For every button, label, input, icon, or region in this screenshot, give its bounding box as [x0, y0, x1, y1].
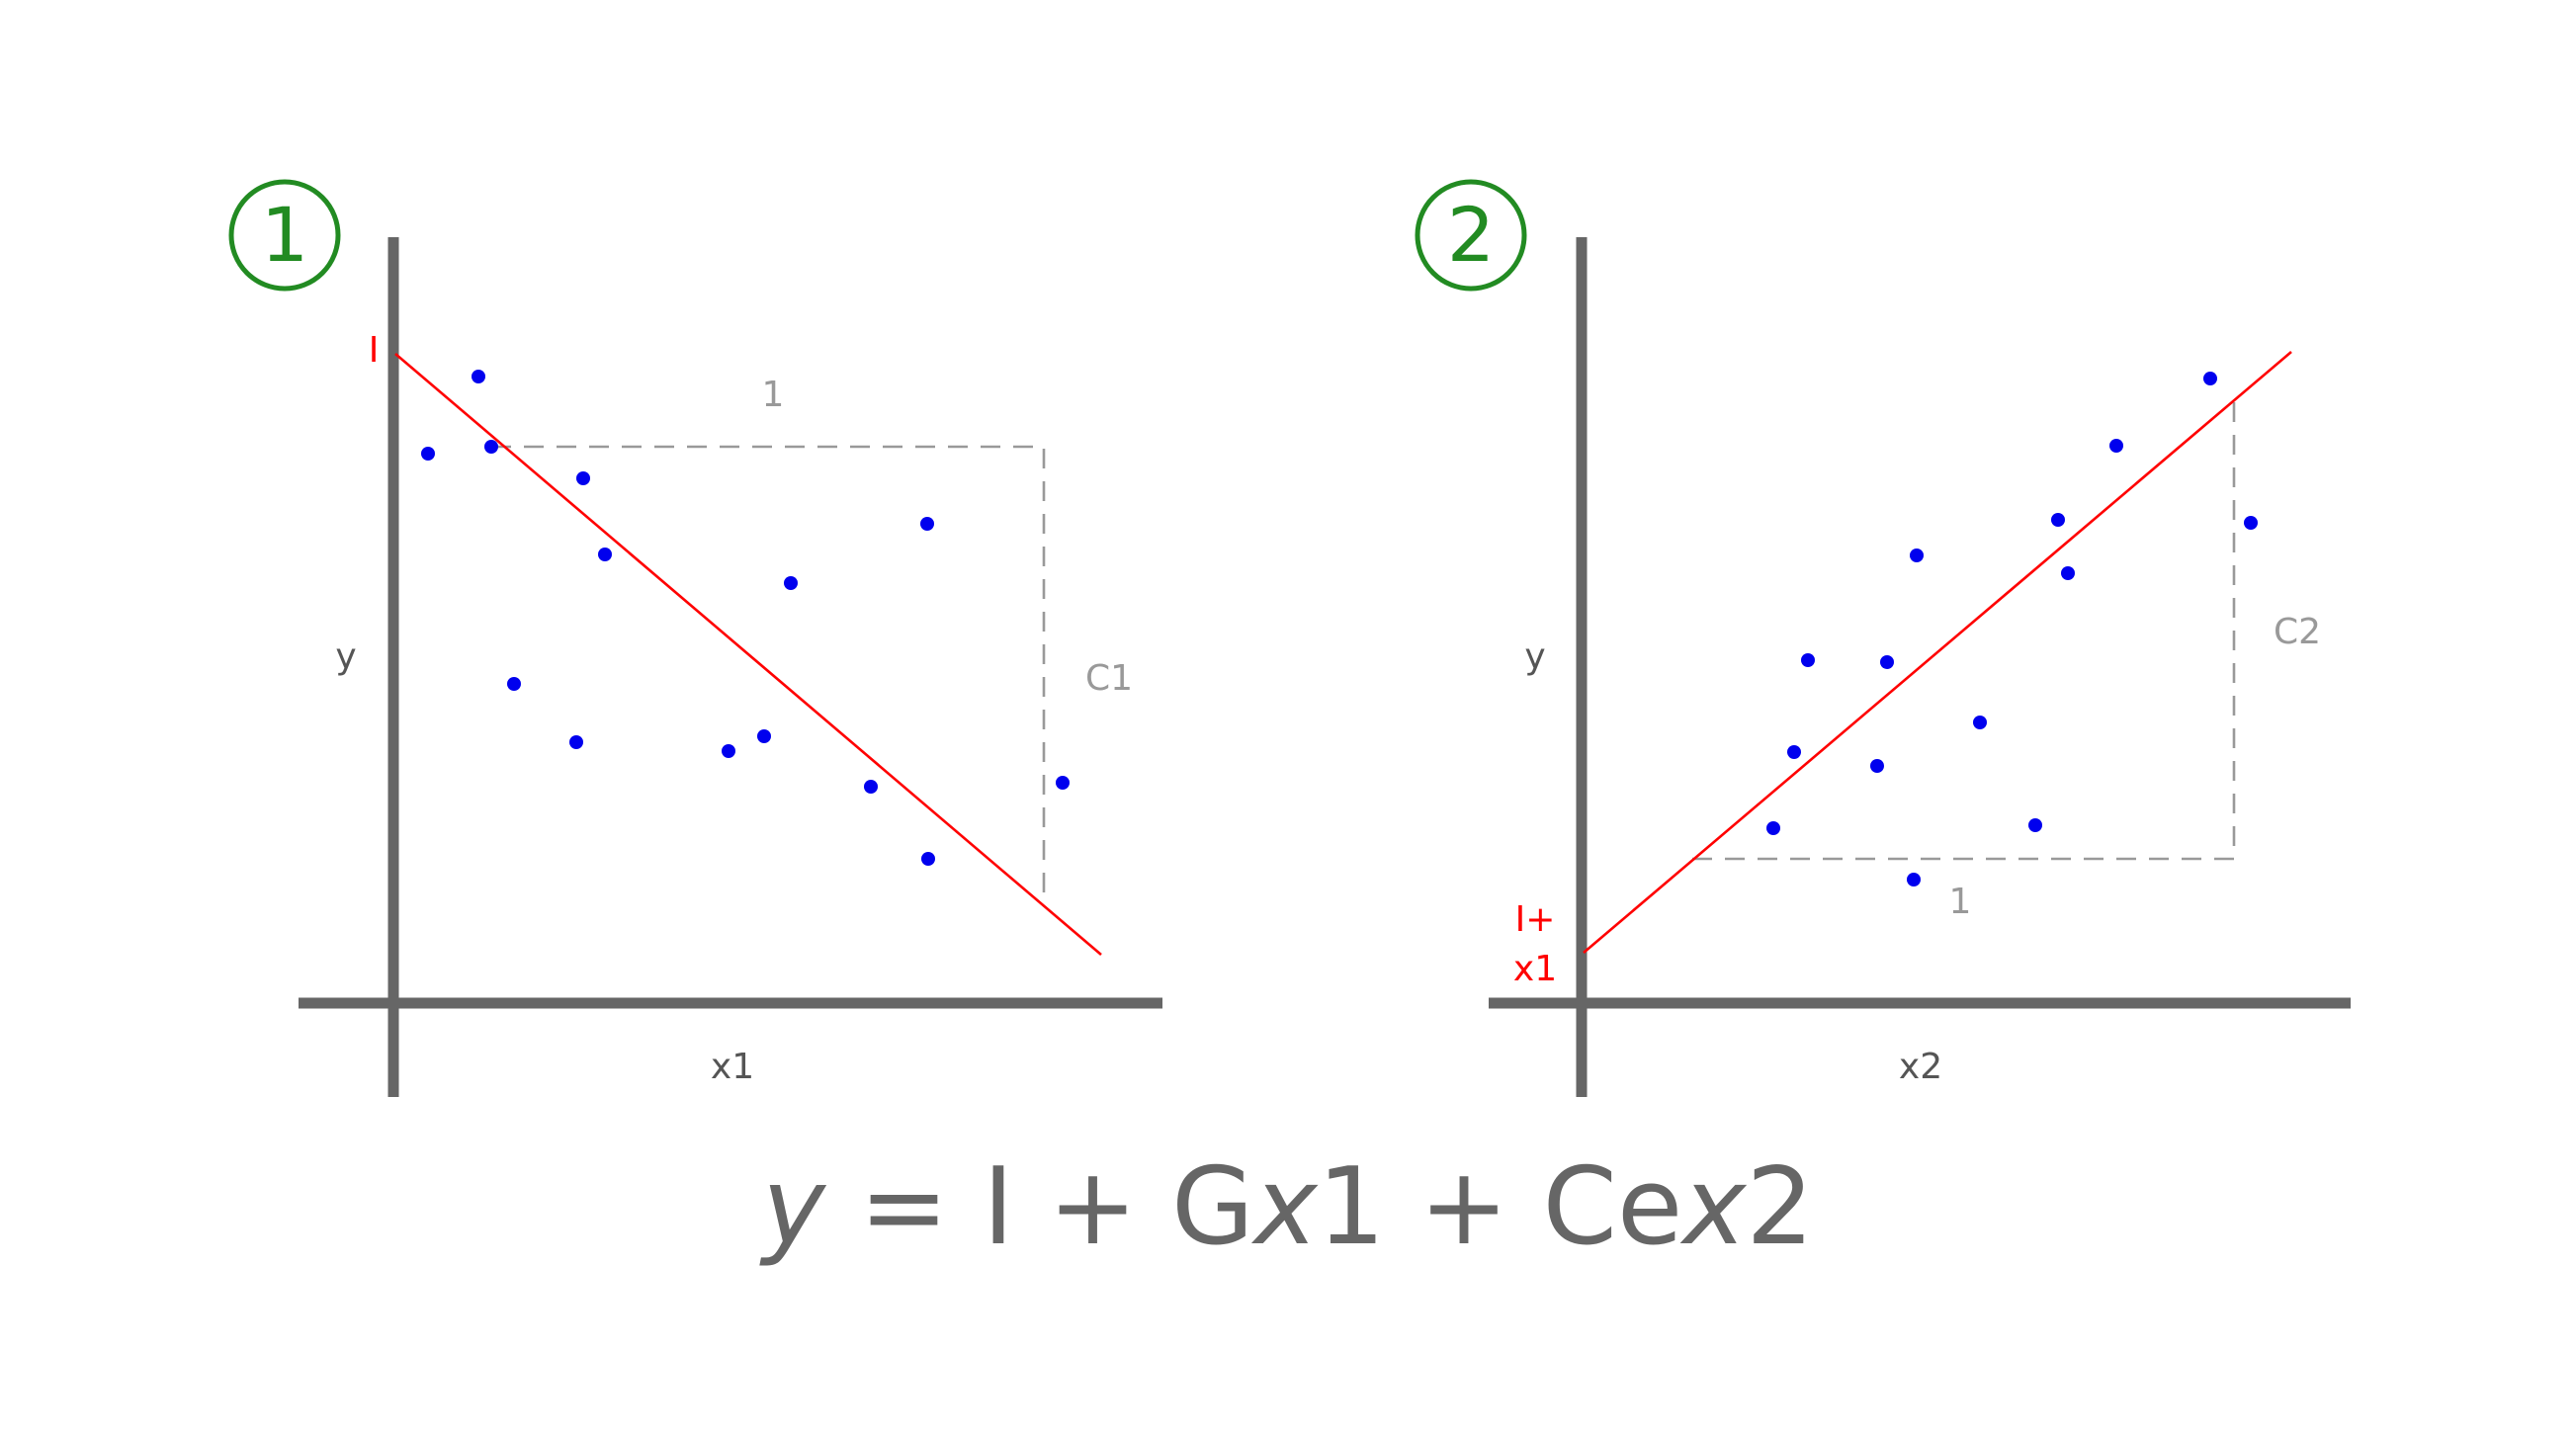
panel-1-data-point [576, 471, 590, 485]
panel-2-badge: 2 [1415, 179, 1527, 292]
panel-2-data-point [2051, 513, 2065, 527]
panel-2-fit-line [1583, 351, 2292, 954]
panel-2-points [1766, 372, 2258, 886]
panel-1-data-point [864, 780, 878, 794]
panel-2-data-point [1910, 549, 1924, 562]
panel-1-data-point [920, 517, 934, 531]
panel-1-data-point [1056, 776, 1070, 790]
equation-eq: = I + G [825, 1145, 1254, 1269]
panel-1-badge-circle [228, 179, 341, 292]
panel-2-data-point [1973, 716, 1987, 729]
panel-2-y-label: y [1524, 636, 1545, 677]
panel-2-data-point [2028, 818, 2042, 832]
panel-2-badge-number: 2 [1447, 191, 1495, 279]
panel-1-fit-line [394, 353, 1102, 956]
panel-2-data-point [1766, 821, 1780, 835]
panel-2-slope-guide [1692, 395, 2236, 861]
panel-1-intercept-label: I [369, 330, 380, 371]
regression-equation: y = I + Gx1 + Cex2 [759, 1145, 1814, 1269]
equation-x2-num: 2 [1746, 1145, 1814, 1269]
panel-2-intercept-label-line2: x1 [1513, 949, 1557, 989]
panel-1-data-point [507, 677, 521, 691]
panel-1-x-label: x1 [711, 1047, 754, 1087]
panel-2-data-point [2109, 439, 2123, 453]
panel-2-intercept-label-line1: I+ [1515, 899, 1556, 940]
panel-1: 1 I 1 C1 y x1 [228, 179, 1162, 1097]
panel-2-data-point [2203, 372, 2217, 385]
panel-1-data-point [569, 735, 583, 749]
panel-2-badge-circle [1415, 179, 1527, 292]
panel-1-run-label: 1 [762, 375, 785, 415]
equation-x2-var: x [1679, 1145, 1747, 1269]
panel-2-data-point [1880, 655, 1894, 669]
panel-2-data-point [1787, 745, 1801, 759]
panel-1-badge: 1 [228, 179, 341, 292]
panel-1-data-point [757, 729, 771, 743]
panel-2-run-label: 1 [1949, 882, 1972, 922]
panel-1-rise-label: C1 [1085, 658, 1133, 699]
panel-2-data-point [1801, 653, 1815, 667]
equation-y: y [759, 1145, 827, 1269]
panel-2-rise-label: C2 [2274, 612, 2321, 652]
panel-2: 2 I+ x1 1 C2 y x2 [1415, 179, 2351, 1097]
panel-1-data-point [484, 440, 498, 454]
panel-1-y-label: y [335, 636, 356, 677]
panel-1-data-point [784, 576, 798, 590]
panel-1-data-point [722, 744, 735, 758]
panel-1-data-point [921, 852, 935, 866]
panel-1-data-point [421, 447, 435, 461]
panel-1-badge-number: 1 [261, 191, 308, 279]
equation-x1-num: 1 + Ce [1318, 1145, 1683, 1269]
panel-2-data-point [2244, 516, 2258, 530]
panel-2-data-point [1907, 873, 1921, 886]
panel-2-x-label: x2 [1899, 1047, 1942, 1087]
equation-x1-var: x [1251, 1145, 1319, 1269]
panel-1-data-point [472, 370, 485, 383]
panel-1-points [421, 370, 1070, 866]
panel-1-data-point [598, 548, 612, 561]
panel-1-slope-guide [491, 445, 1046, 905]
panel-2-data-point [2061, 566, 2075, 580]
panel-2-data-point [1870, 759, 1884, 773]
